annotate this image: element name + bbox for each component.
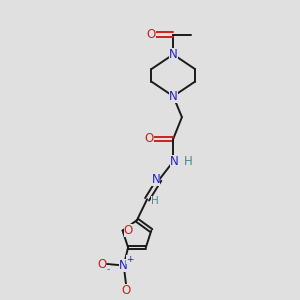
Text: O: O bbox=[97, 257, 106, 271]
Text: -: - bbox=[106, 265, 110, 274]
Text: O: O bbox=[145, 132, 154, 146]
Text: +: + bbox=[126, 255, 134, 264]
Text: O: O bbox=[124, 224, 133, 237]
Text: H: H bbox=[184, 155, 193, 168]
Text: O: O bbox=[146, 28, 156, 41]
Text: H: H bbox=[151, 196, 159, 206]
Text: N: N bbox=[152, 173, 160, 186]
Text: N: N bbox=[169, 90, 178, 103]
Text: N: N bbox=[119, 259, 128, 272]
Text: N: N bbox=[170, 155, 179, 168]
Text: N: N bbox=[169, 48, 178, 61]
Text: O: O bbox=[122, 284, 131, 297]
